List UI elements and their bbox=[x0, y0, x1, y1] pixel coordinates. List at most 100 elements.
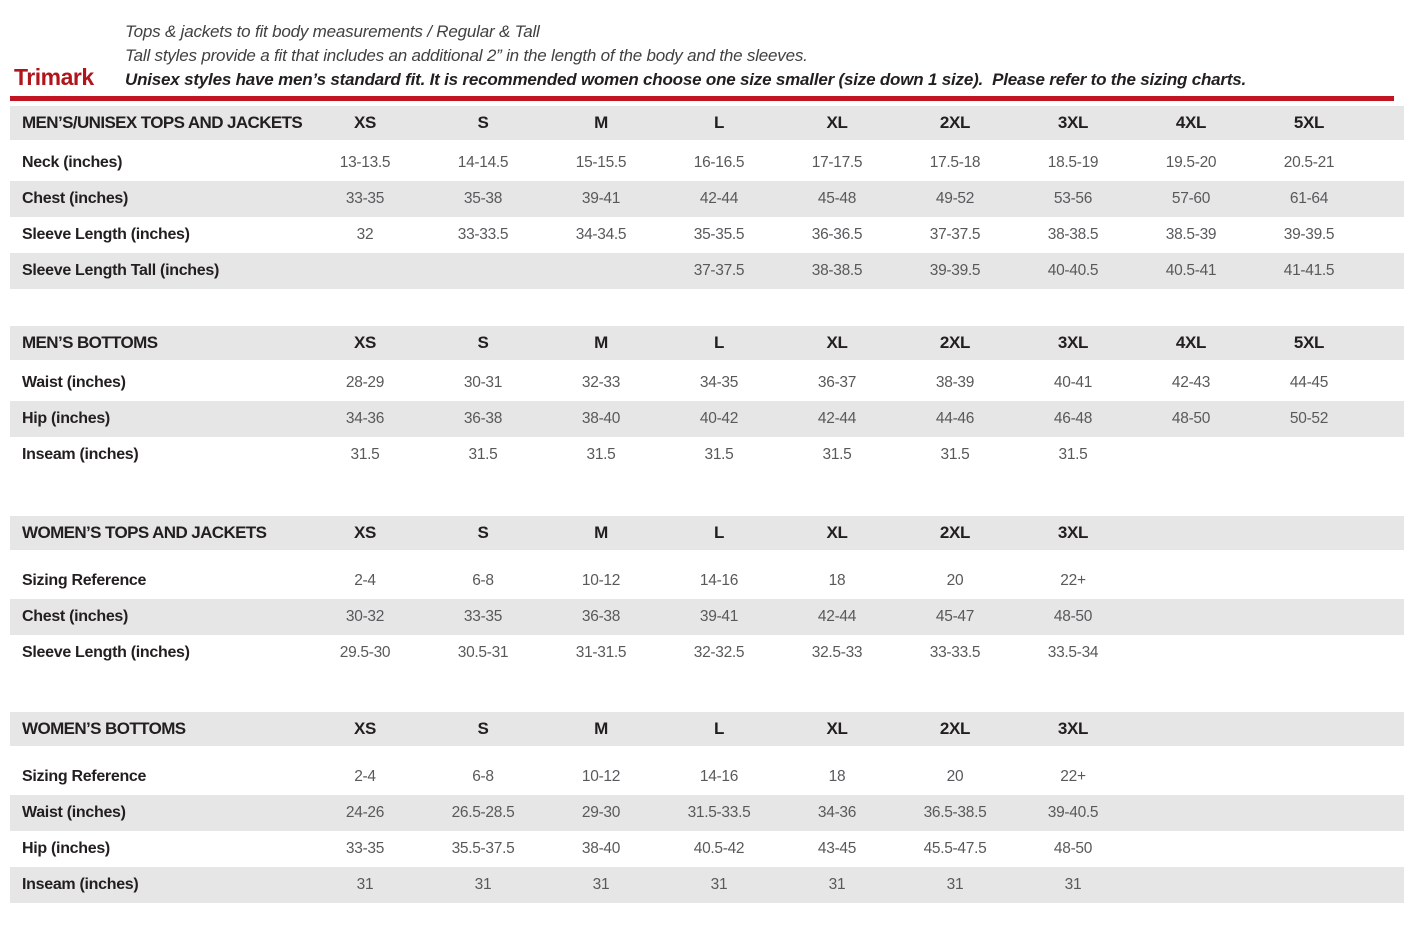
size-value-cell: 36-37 bbox=[817, 374, 857, 391]
size-value-cell bbox=[306, 253, 424, 289]
size-value-cell: 38-39 bbox=[935, 374, 975, 391]
size-value-cell: 32-32.5 bbox=[693, 644, 745, 661]
size-value-cell: 42-44 bbox=[817, 410, 857, 427]
size-value-cell: 40-41 bbox=[1053, 374, 1093, 391]
size-value-cell: 17-17.5 bbox=[811, 154, 863, 171]
size-column-header: L bbox=[713, 333, 725, 352]
size-column-header: 2XL bbox=[939, 523, 971, 542]
size-value-cell: 20 bbox=[946, 572, 964, 589]
table-title: WOMEN’S BOTTOMS bbox=[22, 719, 186, 738]
table-row: Neck (inches) 13-13.5 14-14.5 15-15.5 16-16.… bbox=[10, 145, 1404, 181]
size-value-cell: 48-50 bbox=[1053, 608, 1093, 625]
size-value-cell: 14-16 bbox=[699, 572, 739, 589]
size-value-cell bbox=[1132, 759, 1250, 795]
table-header-row: MEN’S BOTTOMS XS S M L XL 2XL 3XL 4XL 5XL bbox=[10, 326, 1404, 360]
size-column-header: L bbox=[713, 113, 725, 132]
size-column-header: 3XL bbox=[1057, 113, 1089, 132]
size-value-cell: 28-29 bbox=[345, 374, 385, 391]
table-row: Sizing Reference 2-4 6-8 10-12 14-16 18 20 22+ bbox=[10, 563, 1404, 599]
size-value-cell: 22+ bbox=[1060, 768, 1086, 785]
size-value-cell: 39-39.5 bbox=[929, 262, 981, 279]
size-value-cell bbox=[1132, 795, 1250, 831]
row-label: Sleeve Length (inches) bbox=[22, 644, 190, 661]
size-value-cell: 6-8 bbox=[472, 572, 494, 589]
table-row: Chest (inches) 30-32 33-35 36-38 39-41 42-44 4… bbox=[10, 599, 1404, 635]
size-value-cell: 33.5-34 bbox=[1047, 644, 1099, 661]
size-value-cell: 31 bbox=[356, 876, 374, 893]
table-row: Waist (inches) 28-29 30-31 32-33 34-35 36-37 3… bbox=[10, 365, 1404, 401]
table-title: MEN’S BOTTOMS bbox=[22, 333, 158, 352]
size-value-cell: 31 bbox=[1064, 876, 1082, 893]
size-value-cell: 36-36.5 bbox=[811, 226, 863, 243]
size-value-cell: 30-31 bbox=[463, 374, 503, 391]
size-value-cell: 39-39.5 bbox=[1283, 226, 1335, 243]
size-value-cell bbox=[1132, 635, 1250, 671]
size-column-header: S bbox=[477, 719, 489, 738]
size-value-cell: 38-40 bbox=[581, 840, 621, 857]
size-value-cell: 31.5 bbox=[468, 446, 498, 463]
size-value-cell: 48-50 bbox=[1171, 410, 1211, 427]
row-label: Chest (inches) bbox=[22, 608, 129, 625]
table-header-row: WOMEN’S BOTTOMS XS S M L XL 2XL 3XL bbox=[10, 712, 1404, 746]
size-value-cell: 33-35 bbox=[345, 190, 385, 207]
fit-notes: Tops & jackets to fit body measurements … bbox=[125, 20, 1385, 92]
table-title: WOMEN’S TOPS AND JACKETS bbox=[22, 523, 267, 542]
size-value-cell: 39-41 bbox=[581, 190, 621, 207]
size-value-cell: 2-4 bbox=[354, 768, 376, 785]
row-label: Sleeve Length (inches) bbox=[22, 226, 190, 243]
size-value-cell: 34-36 bbox=[817, 804, 857, 821]
size-value-cell: 42-44 bbox=[699, 190, 739, 207]
size-value-cell bbox=[424, 253, 542, 289]
size-value-cell bbox=[1250, 635, 1368, 671]
table-row: Sizing Reference 2-4 6-8 10-12 14-16 18 20 22+ bbox=[10, 759, 1404, 795]
row-label: Hip (inches) bbox=[22, 840, 110, 857]
sizing-table: WOMEN’S BOTTOMS XS S M L XL 2XL 3XL Sizing Refer… bbox=[10, 712, 1404, 903]
size-column-header: 4XL bbox=[1175, 113, 1207, 132]
size-value-cell: 18 bbox=[828, 572, 846, 589]
size-value-cell bbox=[1250, 831, 1368, 867]
size-value-cell: 33-35 bbox=[463, 608, 503, 625]
size-column-header: 2XL bbox=[939, 333, 971, 352]
size-value-cell: 53-56 bbox=[1053, 190, 1093, 207]
size-column-header: 5XL bbox=[1293, 113, 1325, 132]
size-column-header: M bbox=[594, 719, 608, 738]
size-value-cell: 39-40.5 bbox=[1047, 804, 1099, 821]
size-column-header bbox=[1132, 516, 1250, 550]
size-value-cell bbox=[1250, 563, 1368, 599]
size-value-cell: 20 bbox=[946, 768, 964, 785]
header-gap bbox=[10, 550, 1404, 563]
size-value-cell: 16-16.5 bbox=[693, 154, 745, 171]
size-value-cell: 32.5-33 bbox=[811, 644, 863, 661]
row-label: Waist (inches) bbox=[22, 804, 126, 821]
size-value-cell: 40.5-42 bbox=[693, 840, 745, 857]
size-value-cell: 45.5-47.5 bbox=[923, 840, 987, 857]
row-label: Waist (inches) bbox=[22, 374, 126, 391]
size-column-header: M bbox=[594, 113, 608, 132]
row-label: Inseam (inches) bbox=[22, 876, 139, 893]
table-row: Sleeve Length (inches) 32 33-33.5 34-34.5 35… bbox=[10, 217, 1404, 253]
size-value-cell: 31 bbox=[946, 876, 964, 893]
row-label: Sizing Reference bbox=[22, 572, 147, 589]
size-value-cell: 31 bbox=[474, 876, 492, 893]
note-line-1: Tops & jackets to fit body measurements … bbox=[125, 22, 540, 41]
size-value-cell: 31.5 bbox=[350, 446, 380, 463]
size-value-cell: 26.5-28.5 bbox=[451, 804, 515, 821]
size-value-cell: 31 bbox=[710, 876, 728, 893]
size-value-cell: 6-8 bbox=[472, 768, 494, 785]
note-line-2: Tall styles provide a fit that includes … bbox=[125, 46, 808, 65]
size-value-cell: 36-38 bbox=[581, 608, 621, 625]
size-value-cell: 37-37.5 bbox=[693, 262, 745, 279]
size-value-cell: 34-34.5 bbox=[575, 226, 627, 243]
size-column-header: 3XL bbox=[1057, 333, 1089, 352]
table-row: Waist (inches) 24-26 26.5-28.5 29-30 31.5-33… bbox=[10, 795, 1404, 831]
divider-rule bbox=[10, 96, 1394, 101]
size-value-cell: 31.5 bbox=[940, 446, 970, 463]
size-value-cell: 31.5 bbox=[586, 446, 616, 463]
size-column-header: S bbox=[477, 333, 489, 352]
table-row: Sleeve Length (inches) 29.5-30 30.5-31 31-3… bbox=[10, 635, 1404, 671]
size-value-cell: 46-48 bbox=[1053, 410, 1093, 427]
row-label: Hip (inches) bbox=[22, 410, 110, 427]
size-column-header: XS bbox=[353, 523, 377, 542]
size-value-cell: 38.5-39 bbox=[1165, 226, 1217, 243]
size-value-cell: 31 bbox=[592, 876, 610, 893]
